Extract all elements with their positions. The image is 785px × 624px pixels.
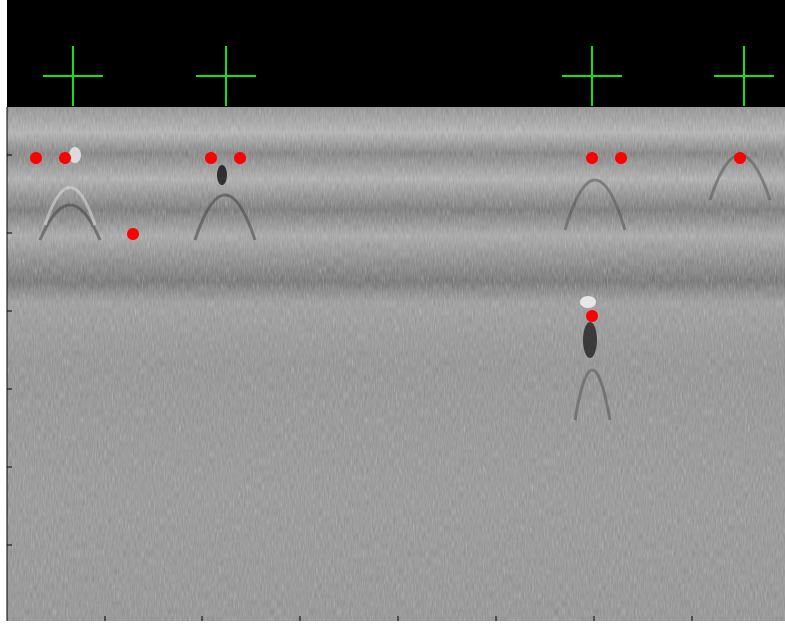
radar-image-part	[69, 147, 81, 163]
detection-dots-part	[234, 152, 246, 164]
detection-dots-part	[30, 152, 42, 164]
detection-dots-part	[205, 152, 217, 164]
radar-image-part	[583, 322, 597, 358]
radar-image	[7, 107, 785, 621]
detection-dots-part	[586, 310, 598, 322]
detection-dots-part	[734, 152, 746, 164]
radar-image-part	[7, 107, 785, 621]
detection-dots-part	[59, 152, 71, 164]
detection-dots-part	[127, 228, 139, 240]
radargram-view	[0, 0, 785, 624]
radar-image-part	[580, 296, 596, 308]
radar-image-part	[217, 165, 227, 185]
page: (() => { const data = JSON.parse(documen…	[0, 0, 785, 624]
detection-dots-part	[615, 152, 627, 164]
marker-strip	[7, 0, 785, 107]
detection-dots-part	[586, 152, 598, 164]
